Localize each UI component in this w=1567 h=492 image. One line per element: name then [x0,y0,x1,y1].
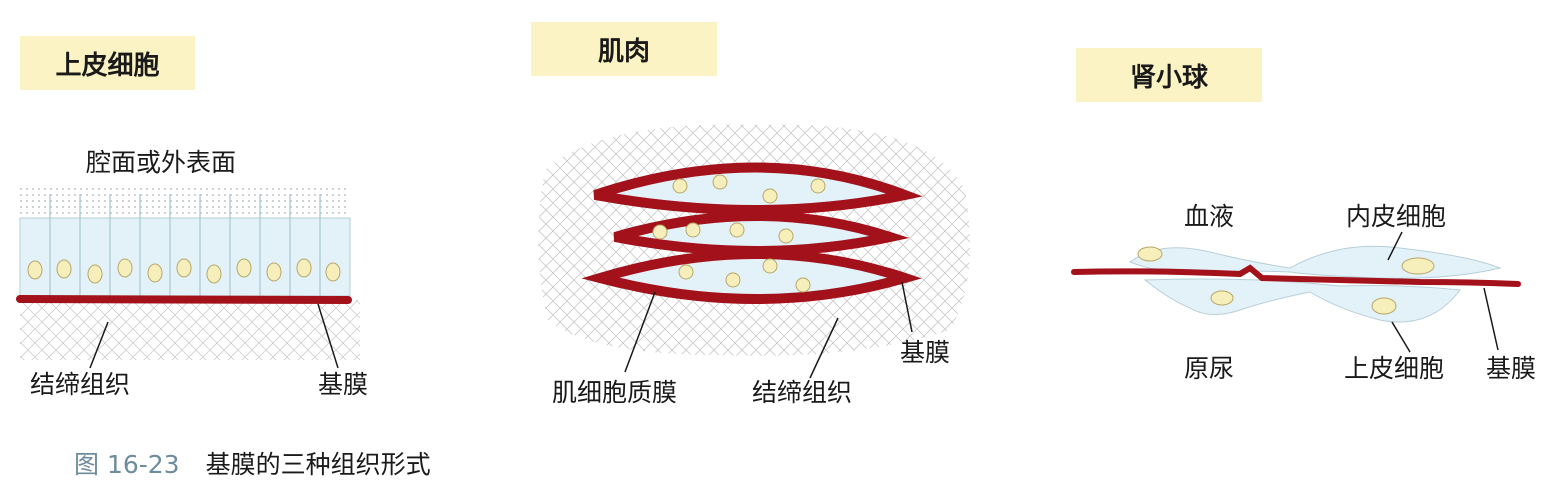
cell-nuclei [1137,246,1435,315]
panel-title-epithelium: 上皮细胞 [20,36,195,90]
leader-line-cell-membrane [624,291,656,373]
leader-line-connective [89,321,109,369]
leader-line-endothelium [1387,231,1403,261]
panel-title-glomerulus: 肾小球 [1076,48,1262,102]
label-connective-tissue: 结缔组织 [30,370,131,399]
epithelium-panel [16,188,360,369]
connective-tissue-area [20,300,360,360]
leader-line-epithelium [1391,321,1411,353]
label-endothelial-cell: 内皮细胞 [1346,202,1447,231]
muscle-fibers [581,162,923,304]
glomerulus-panel [1071,231,1521,353]
label-basement-membrane: 基膜 [1486,354,1537,383]
leader-line-connective [809,317,839,379]
figure-caption: 图 16-23 基膜的三种组织形式 [74,452,431,477]
leader-line-membrane [901,281,913,333]
panel-title-muscle: 肌肉 [531,22,717,76]
epithelial-cell-layer [19,217,351,297]
label-luminal-surface: 腔面或外表面 [86,148,237,177]
cell-nuclei [27,258,341,284]
cell-borders [49,194,321,296]
label-muscle-cell-membrane: 肌细胞质膜 [552,378,678,407]
figure-number: 图 16-23 [74,450,180,479]
label-blood: 血液 [1184,202,1235,231]
basement-membrane [1071,264,1521,287]
fiber-nuclei [652,174,826,293]
label-connective-tissue: 结缔组织 [752,378,853,407]
label-basement-membrane: 基膜 [318,370,369,399]
podocytes [1143,278,1461,323]
figure-caption-text: 基膜的三种组织形式 [205,450,431,479]
basement-membrane [16,295,352,304]
apical-surface [20,188,350,220]
leader-line-membrane [1483,287,1499,351]
label-primary-urine: 原尿 [1184,354,1235,383]
label-epithelial-cell: 上皮细胞 [1344,354,1445,383]
muscle-panel [538,124,970,379]
label-basement-membrane: 基膜 [900,338,951,367]
leader-line-membrane [317,303,339,369]
